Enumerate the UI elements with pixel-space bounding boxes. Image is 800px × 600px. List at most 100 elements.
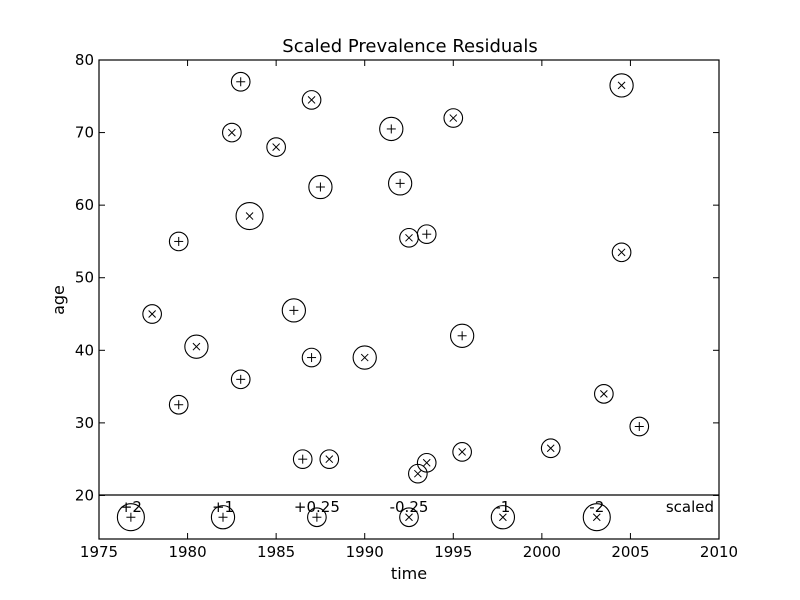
data-point [540, 438, 561, 459]
data-point-circle [142, 304, 162, 324]
x-tick-label: 1985 [257, 543, 295, 561]
data-point [301, 347, 322, 368]
data-point [416, 452, 437, 473]
data-point [594, 383, 614, 404]
data-point-circle [184, 334, 209, 359]
legend-marker-cross-b [499, 513, 507, 522]
legend: scaled +2 +1 +0.25 -0.25 -1 -2 [99, 494, 719, 532]
data-point-circle [387, 171, 413, 196]
data-point-circle [449, 323, 475, 348]
y-tick-label: 30 [75, 414, 94, 432]
x-tick-label: 2010 [700, 543, 738, 561]
plot-frame [98, 59, 720, 540]
data-point [449, 323, 475, 348]
y-tick-label: 60 [75, 196, 94, 214]
x-axis-label: time [391, 564, 427, 583]
data-points [142, 71, 650, 484]
data-point-circle [235, 201, 264, 231]
legend-marker-circle [582, 503, 611, 532]
data-point-circle [266, 137, 286, 157]
data-point-circle [230, 71, 251, 92]
x-tick-label: 1990 [346, 543, 384, 561]
data-point [142, 304, 162, 324]
data-point-cross-b [599, 389, 608, 398]
data-point-cross-b [227, 128, 236, 137]
legend-label: +2 [120, 498, 142, 516]
x-tick-label: 2000 [523, 543, 561, 561]
x-tick-label: 2005 [611, 543, 649, 561]
data-point-cross-b [617, 81, 626, 90]
data-point [611, 242, 632, 263]
legend-marker [307, 507, 327, 528]
data-point-cross-b [617, 248, 626, 257]
data-point-circle [222, 122, 242, 143]
y-tick-label: 50 [75, 269, 94, 287]
data-point [387, 171, 413, 196]
data-point [379, 116, 404, 142]
data-point [629, 416, 650, 437]
data-point-circle [416, 452, 437, 473]
data-point-circle [319, 449, 340, 470]
data-point-circle [168, 231, 189, 252]
x-tick-label: 1975 [80, 543, 118, 561]
data-point [235, 201, 264, 231]
data-point-cross-b [192, 342, 201, 351]
data-point [308, 174, 333, 200]
axis-ticks: 1975 1980 1985 1990 1995 2000 2005 2010 20 30 40 50… [75, 51, 738, 561]
x-tick-label: 1980 [168, 543, 206, 561]
data-point-cross-b [413, 469, 422, 478]
legend-marker-circle [116, 503, 145, 532]
legend-marker [399, 507, 419, 528]
data-point [609, 73, 634, 98]
legend-marker-circle [210, 505, 236, 530]
data-point [292, 449, 313, 470]
data-point-cross-b [449, 114, 458, 122]
data-point-circle [281, 298, 307, 323]
y-tick-label: 20 [75, 486, 94, 504]
data-point [452, 442, 472, 462]
legend-marker-circle [490, 505, 516, 530]
data-point [281, 298, 307, 323]
data-point-cross-b [422, 458, 431, 467]
legend-label: -1 [495, 498, 510, 516]
data-point-cross-b [272, 143, 281, 151]
y-axis-label: age [49, 285, 68, 315]
legend-title: scaled [666, 498, 714, 516]
data-point [168, 231, 189, 252]
data-point-circle [540, 438, 561, 459]
data-point [222, 122, 242, 143]
legend-label: +1 [212, 498, 234, 516]
legend-marker-circle [307, 507, 327, 528]
data-point-cross-b [307, 96, 316, 104]
data-point-circle [292, 449, 313, 470]
data-point-cross-b [458, 448, 467, 456]
data-point-cross-b [405, 233, 413, 242]
y-tick-label: 70 [75, 124, 94, 142]
data-point [168, 394, 189, 415]
data-point [443, 108, 464, 128]
chart-title: Scaled Prevalence Residuals [282, 36, 537, 57]
data-point [184, 334, 209, 359]
legend-marker [210, 505, 236, 530]
x-tick-label: 1995 [434, 543, 472, 561]
legend-label: +0.25 [294, 498, 340, 516]
data-point-circle [379, 116, 404, 142]
data-point-circle [352, 345, 377, 370]
data-point-circle [443, 108, 464, 128]
data-point-circle [609, 73, 634, 98]
legend-label: -2 [589, 498, 604, 516]
legend-marker-circle [399, 507, 419, 528]
data-point-cross-b [360, 353, 369, 362]
legend-label: -0.25 [390, 498, 429, 516]
data-point-circle [230, 369, 251, 390]
data-point-circle [629, 416, 650, 437]
data-point [230, 71, 251, 92]
data-point-circle [416, 224, 437, 245]
data-point [352, 345, 377, 370]
data-point [266, 137, 286, 157]
data-point-cross-b [325, 455, 334, 464]
data-point-circle [594, 383, 614, 404]
data-point [230, 369, 251, 390]
